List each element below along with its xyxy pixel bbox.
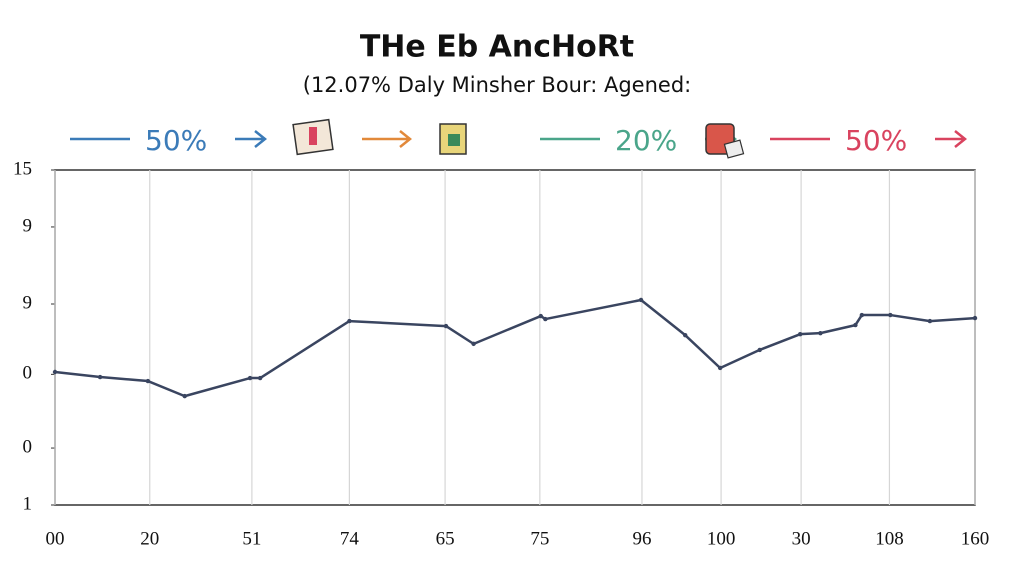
x-tick-label: 74 <box>340 528 360 549</box>
x-tick-label: 100 <box>707 528 736 549</box>
legend: 50% 20% 50% <box>70 124 968 157</box>
legend-arrow <box>235 130 268 148</box>
point <box>257 375 263 381</box>
y-tick-label: 0 <box>23 363 33 384</box>
legend-arrow <box>935 130 968 148</box>
point <box>927 318 933 324</box>
point <box>538 313 543 319</box>
x-tick-label: 30 <box>792 528 811 549</box>
legend-arrow <box>362 130 413 148</box>
point <box>145 378 151 384</box>
x-tick-label: 75 <box>530 528 549 549</box>
y-tick-label: 0 <box>23 436 33 457</box>
x-tick-label: 96 <box>632 528 651 549</box>
point <box>683 332 688 338</box>
y-tick-label: 9 <box>23 215 33 236</box>
chart-subtitle: (12.07% Daly Minsher Bour: Agened: <box>303 73 692 97</box>
icon-cup <box>705 123 745 159</box>
x-tick-label: 108 <box>875 528 904 549</box>
x-tick-label: 51 <box>242 528 261 549</box>
x-tick-label: 00 <box>46 528 65 549</box>
point <box>638 297 644 303</box>
point <box>443 323 449 329</box>
y-tick-label: 15 <box>13 158 32 179</box>
point <box>97 374 103 380</box>
y-tick-label: 1 <box>23 493 33 514</box>
point <box>347 318 352 324</box>
icon-note <box>439 123 467 155</box>
x-tick-label: 65 <box>436 528 455 549</box>
legend-label: 20% <box>615 124 677 157</box>
point <box>717 365 723 371</box>
y-tick-label: 9 <box>23 292 33 313</box>
point <box>859 312 865 318</box>
point <box>52 369 58 375</box>
line <box>54 298 976 398</box>
point <box>182 393 187 399</box>
point <box>757 347 762 353</box>
point <box>471 341 476 347</box>
point <box>818 330 823 336</box>
x-tick-label: 160 <box>961 528 990 549</box>
legend-label: 50% <box>845 124 907 157</box>
point <box>798 331 803 337</box>
icon-book <box>292 118 334 156</box>
legend-label: 50% <box>145 124 207 157</box>
point <box>853 322 858 328</box>
point <box>247 375 253 381</box>
point <box>888 312 893 318</box>
point <box>543 316 548 322</box>
x-tick-label: 20 <box>140 528 159 549</box>
chart-title: THe Eb AncHoRt <box>360 30 634 65</box>
point <box>972 315 978 321</box>
